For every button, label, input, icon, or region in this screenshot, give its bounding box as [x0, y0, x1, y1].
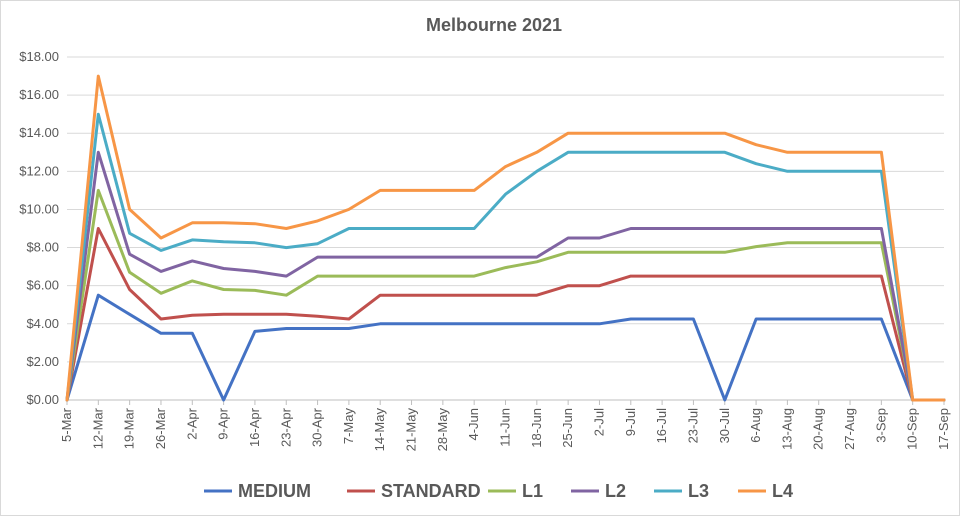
x-tick-label: 21-May [404, 408, 419, 452]
x-tick-label: 6-Aug [748, 408, 763, 443]
y-axis-tick-labels: $0.00 $2.00 $4.00 $6.00 $8.00 $10.00 $12.00 $14… [19, 49, 59, 407]
x-tick-label: 4-Jun [466, 408, 481, 441]
x-tick-label: 5-Mar [59, 407, 74, 442]
series-line-l2 [65, 150, 946, 402]
y-tick-label: $16.00 [19, 87, 59, 102]
y-tick-label: $18.00 [19, 49, 59, 64]
x-tick-label: 17-Sep [936, 408, 951, 450]
x-tick-label: 30-Jul [717, 408, 732, 444]
x-tick-label: 26-Mar [153, 407, 168, 449]
x-tick-label: 27-Aug [842, 408, 857, 450]
legend-label-l4: L4 [772, 481, 793, 501]
y-tick-label: $8.00 [26, 240, 59, 255]
x-tick-label: 9-Apr [216, 407, 231, 439]
x-tick-label: 11-Jun [498, 408, 513, 447]
series-line-standard [65, 227, 946, 402]
series-line-l1 [65, 188, 946, 402]
legend: MEDIUM STANDARD L1 L2 L3 L4 [204, 481, 793, 501]
x-axis-tick-labels: 5-Mar 12-Mar 19-Mar 26-Mar 2-Apr 9-Apr 16-Apr 2… [59, 400, 951, 451]
x-tick-label: 30-Apr [310, 407, 325, 447]
x-tick-label: 9-Jul [623, 408, 638, 436]
y-tick-label: $2.00 [26, 354, 59, 369]
x-tick-label: 23-Apr [278, 407, 293, 447]
x-tick-label: 13-Aug [779, 408, 794, 450]
x-tick-label: 19-Mar [122, 407, 137, 449]
legend-label-l3: L3 [688, 481, 709, 501]
x-tick-label: 14-May [372, 408, 387, 452]
x-tick-label: 23-Jul [685, 408, 700, 444]
y-tick-label: $14.00 [19, 125, 59, 140]
x-tick-label: 3-Sep [873, 408, 888, 443]
legend-label-l1: L1 [522, 481, 543, 501]
x-tick-label: 18-Jun [529, 408, 544, 448]
x-tick-label: 10-Sep [905, 408, 920, 450]
legend-label-l2: L2 [605, 481, 626, 501]
series-line-l3 [65, 112, 946, 402]
x-tick-label: 12-Mar [90, 407, 105, 449]
y-tick-label: $10.00 [19, 201, 59, 216]
chart-title: Melbourne 2021 [426, 15, 562, 35]
series-line-l4 [65, 74, 946, 402]
x-tick-label: 7-May [341, 408, 356, 445]
x-tick-label: 25-Jun [560, 408, 575, 448]
x-tick-label: 2-Apr [184, 407, 199, 439]
legend-label-medium: MEDIUM [238, 481, 311, 501]
series-line-medium [65, 293, 946, 402]
y-tick-label: $6.00 [26, 278, 59, 293]
series-lines [65, 74, 946, 402]
x-tick-label: 28-May [435, 408, 450, 452]
legend-label-standard: STANDARD [381, 481, 481, 501]
x-tick-label: 2-Jul [591, 408, 606, 436]
y-tick-label: $12.00 [19, 163, 59, 178]
y-tick-label: $0.00 [26, 392, 59, 407]
x-tick-label: 16-Jul [654, 408, 669, 444]
y-tick-label: $4.00 [26, 316, 59, 331]
x-tick-label: 16-Apr [247, 407, 262, 447]
x-tick-label: 20-Aug [811, 408, 826, 450]
